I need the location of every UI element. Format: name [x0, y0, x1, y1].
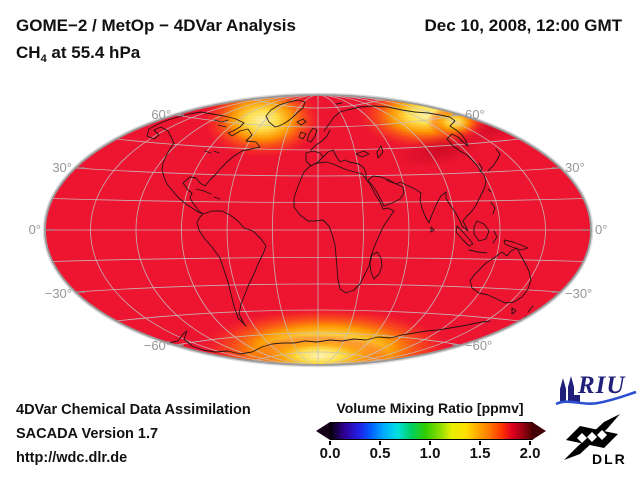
lat-label-left-m60: −60° [144, 338, 171, 353]
dlr-emblem-icon [564, 414, 620, 460]
colorbar-tick [529, 441, 531, 445]
lat-label-left-m30: −30° [45, 286, 72, 301]
lat-label-left-30: 30° [52, 160, 72, 175]
map-rim-shadow [42, 92, 594, 368]
coastlines [146, 99, 534, 355]
lat-label-right-60: 60° [465, 107, 485, 122]
lat-label-left-60: 60° [151, 107, 171, 122]
colorbar-tick [429, 441, 431, 445]
lat-labels: 60° 30° 0° −30° −60° 60° 30° 0° −30° −60… [29, 107, 608, 353]
footer-line-url: http://wdc.dlr.de [16, 450, 128, 466]
footer-credits: 4DVar Chemical Data Assimilation SACADA … [16, 398, 251, 470]
colorbar-tick-label: 2.0 [519, 445, 541, 462]
riu-logo: RIU [552, 372, 638, 410]
lat-label-left-0: 0° [29, 222, 41, 237]
colorbar-tick [479, 441, 481, 445]
lat-label-right-0: 0° [595, 222, 607, 237]
colorbar-tick-label: 1.0 [419, 445, 441, 462]
graticule [45, 95, 591, 365]
chem-subscript: 4 [40, 53, 47, 65]
colorbar-tick [329, 441, 331, 445]
colorbar-tick-label: 0.5 [369, 445, 391, 462]
colorbar-left-arrow-icon [316, 422, 330, 440]
riu-wave-icon [555, 390, 637, 406]
lat-label-right-m60: −60° [465, 338, 492, 353]
lat-label-right-m30: −30° [565, 286, 592, 301]
footer-line-assimilation: 4DVar Chemical Data Assimilation [16, 402, 251, 418]
page-subtitle: CH4 at 55.4 hPa [16, 43, 140, 65]
footer-line-version: SACADA Version 1.7 [16, 426, 159, 442]
lat-ticks [45, 114, 591, 346]
colorbar-tick-label: 0.0 [319, 445, 341, 462]
dlr-logo: DLR [564, 414, 640, 470]
dlr-text: DLR [592, 451, 627, 467]
lat-label-right-30: 30° [565, 160, 585, 175]
colorbar-title: Volume Mixing Ratio [ppmv] [336, 400, 524, 416]
chem-symbol: CH [16, 43, 41, 62]
timestamp: Dec 10, 2008, 12:00 GMT [424, 16, 622, 35]
colorbar-gradient [330, 422, 533, 440]
colorbar-tick [379, 441, 381, 445]
page-title: GOME−2 / MetOp − 4DVar Analysis [16, 16, 296, 35]
colorbar-tick-label: 1.5 [469, 445, 491, 462]
colorbar-right-arrow-icon [532, 422, 546, 440]
cathedral-icon [560, 376, 580, 403]
riu-logo-graphics [555, 376, 637, 406]
riu-text: RIU [578, 372, 626, 399]
pressure-level: at 55.4 hPa [46, 43, 141, 62]
field-layer [45, 95, 591, 365]
